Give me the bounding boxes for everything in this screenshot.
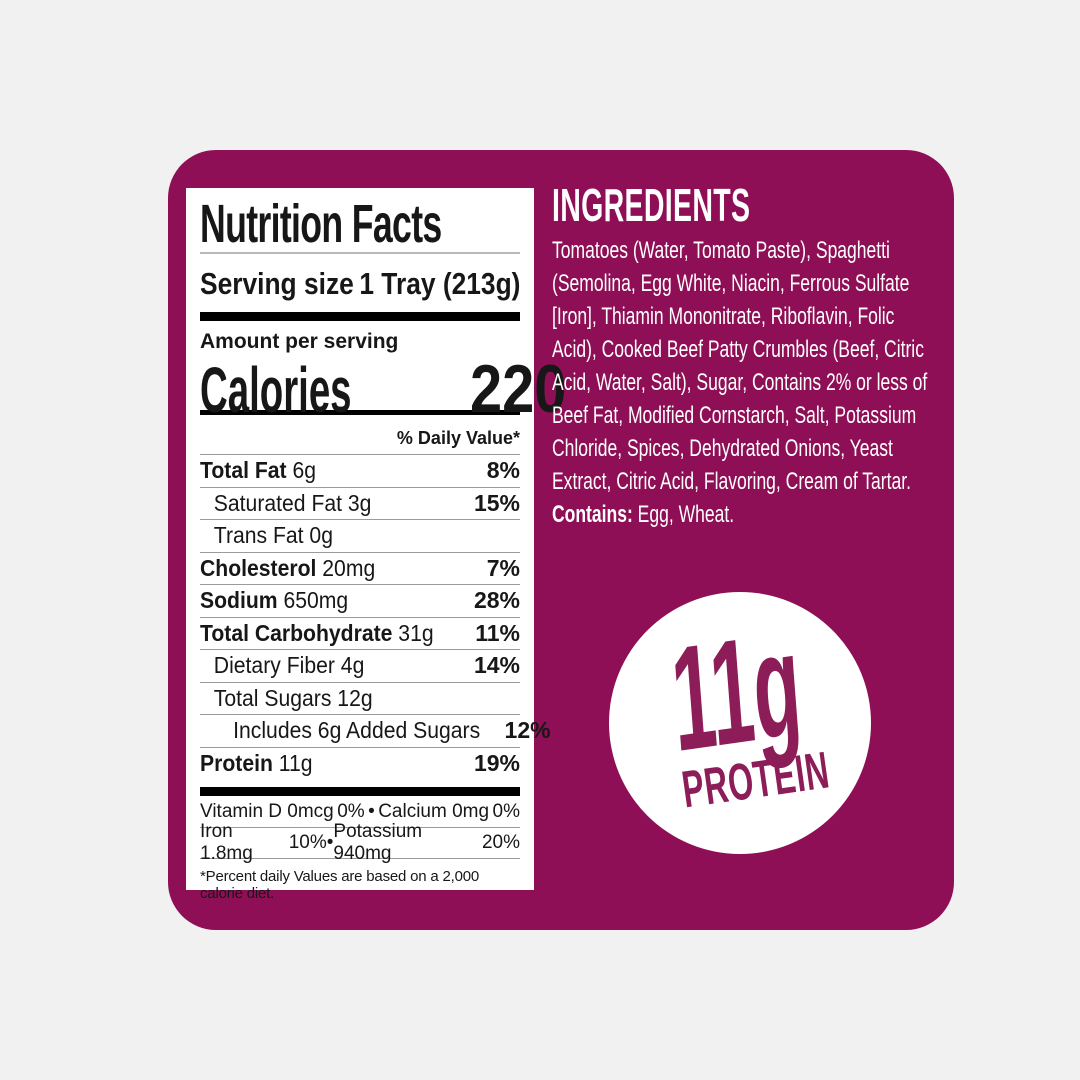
daily-value-header: % Daily Value* bbox=[200, 422, 520, 455]
nutrient-row: Dietary Fiber 4g 14% bbox=[200, 650, 520, 683]
micronutrient-left-name: Iron 1.8mg bbox=[200, 821, 253, 864]
protein-badge-text: 11g PROTEIN bbox=[603, 600, 877, 822]
calories-value: 220 bbox=[469, 351, 567, 427]
serving-size-row: Serving size 1 Tray (213g) bbox=[200, 266, 520, 302]
nutrient-row: Total Sugars 12g bbox=[200, 683, 520, 715]
micronutrient-rows: Vitamin D 0mcg 0% • Calcium 0mg 0% Iron 1.8mg… bbox=[200, 797, 520, 864]
micronutrient-left-name: Vitamin D 0mcg bbox=[200, 801, 334, 822]
nutrient-daily-value: 28% bbox=[473, 587, 520, 614]
micronutrient-right-dv: 20% bbox=[481, 832, 520, 853]
nutrient-row: Includes 6g Added Sugars 12% bbox=[200, 715, 551, 748]
section-divider-thick bbox=[200, 312, 520, 321]
nutrient-rows: Total Fat 6g 8% Saturated Fat 3g 15% Trans F… bbox=[200, 455, 551, 781]
micronutrient-row: Iron 1.8mg 10% • Potassium 940mg 20% bbox=[200, 821, 520, 864]
ingredients-title: INGREDIENTS bbox=[552, 179, 751, 231]
nutrient-row: Cholesterol 20mg 7% bbox=[200, 553, 520, 585]
contains-value: Egg, Wheat. bbox=[632, 501, 735, 528]
nutrient-name: Total Carbohydrate 31g bbox=[200, 619, 434, 646]
nutrient-daily-value: 19% bbox=[473, 750, 520, 777]
micronutrient-row: Vitamin D 0mcg 0% • Calcium 0mg 0% bbox=[200, 797, 520, 828]
nutrient-name: Dietary Fiber 4g bbox=[213, 652, 365, 679]
daily-value-footnote: *Percent daily Values are based on a 2,0… bbox=[200, 868, 480, 902]
nutrient-row: Total Carbohydrate 31g 11% bbox=[200, 618, 520, 650]
nutrient-name: Total Sugars 12g bbox=[213, 684, 373, 711]
bullet-separator: • bbox=[326, 832, 334, 853]
calories-label: Calories bbox=[200, 354, 352, 426]
micronutrient-right-name: Calcium 0mg bbox=[378, 801, 490, 822]
product-label-card: Nutrition Facts Serving size 1 Tray (213… bbox=[168, 150, 954, 930]
nutrient-daily-value: 7% bbox=[486, 554, 520, 581]
nutrient-daily-value: 15% bbox=[473, 489, 520, 516]
nutrient-name: Sodium 650mg bbox=[200, 587, 349, 614]
section-divider-medium bbox=[200, 410, 520, 415]
nutrition-facts-title: Nutrition Facts bbox=[200, 194, 442, 254]
section-divider-thick bbox=[200, 787, 520, 796]
nutrient-name: Includes 6g Added Sugars bbox=[233, 717, 481, 744]
nutrition-facts-panel: Nutrition Facts Serving size 1 Tray (213… bbox=[186, 188, 566, 902]
nutrient-daily-value: 8% bbox=[486, 457, 520, 484]
nutrient-row: Trans Fat 0g bbox=[200, 520, 520, 553]
micronutrient-right-dv: 0% bbox=[492, 801, 520, 822]
nutrient-name: Cholesterol 20mg bbox=[200, 554, 376, 581]
ingredients-text: Tomatoes (Water, Tomato Paste), Spaghett… bbox=[552, 234, 939, 531]
nutrient-daily-value: 14% bbox=[473, 652, 520, 679]
nutrient-row: Sodium 650mg 28% bbox=[200, 585, 520, 618]
nutrient-name: Trans Fat 0g bbox=[213, 522, 333, 549]
protein-badge: 11g PROTEIN bbox=[609, 592, 871, 854]
protein-amount: 11g bbox=[666, 600, 807, 784]
nutrient-name: Protein 11g bbox=[200, 750, 313, 777]
contains-label: Contains: bbox=[552, 501, 633, 528]
micronutrient-left-dv: 0% bbox=[337, 801, 365, 822]
title-divider bbox=[200, 252, 520, 254]
serving-size-value: 1 Tray (213g) bbox=[359, 266, 521, 301]
calories-row: Calories 220 bbox=[200, 350, 566, 427]
serving-size-label: Serving size bbox=[200, 266, 354, 301]
nutrient-daily-value: 12% bbox=[504, 717, 551, 744]
nutrient-row: Saturated Fat 3g 15% bbox=[200, 488, 520, 520]
bullet-separator: • bbox=[368, 801, 375, 822]
micronutrient-right-name: Potassium 940mg bbox=[333, 821, 423, 864]
ingredients-section: INGREDIENTS Tomatoes (Water, Tomato Past… bbox=[552, 182, 952, 531]
nutrient-name: Saturated Fat 3g bbox=[213, 489, 372, 516]
micronutrient-left-dv: 10% bbox=[288, 832, 327, 853]
amount-per-serving-label: Amount per serving bbox=[200, 330, 399, 353]
nutrient-row: Protein 11g 19% bbox=[200, 748, 520, 781]
ingredients-list: Tomatoes (Water, Tomato Paste), Spaghett… bbox=[552, 237, 928, 495]
nutrient-name: Total Fat 6g bbox=[200, 457, 317, 484]
nutrient-row: Total Fat 6g 8% bbox=[200, 455, 520, 488]
nutrient-daily-value: 11% bbox=[475, 619, 520, 646]
